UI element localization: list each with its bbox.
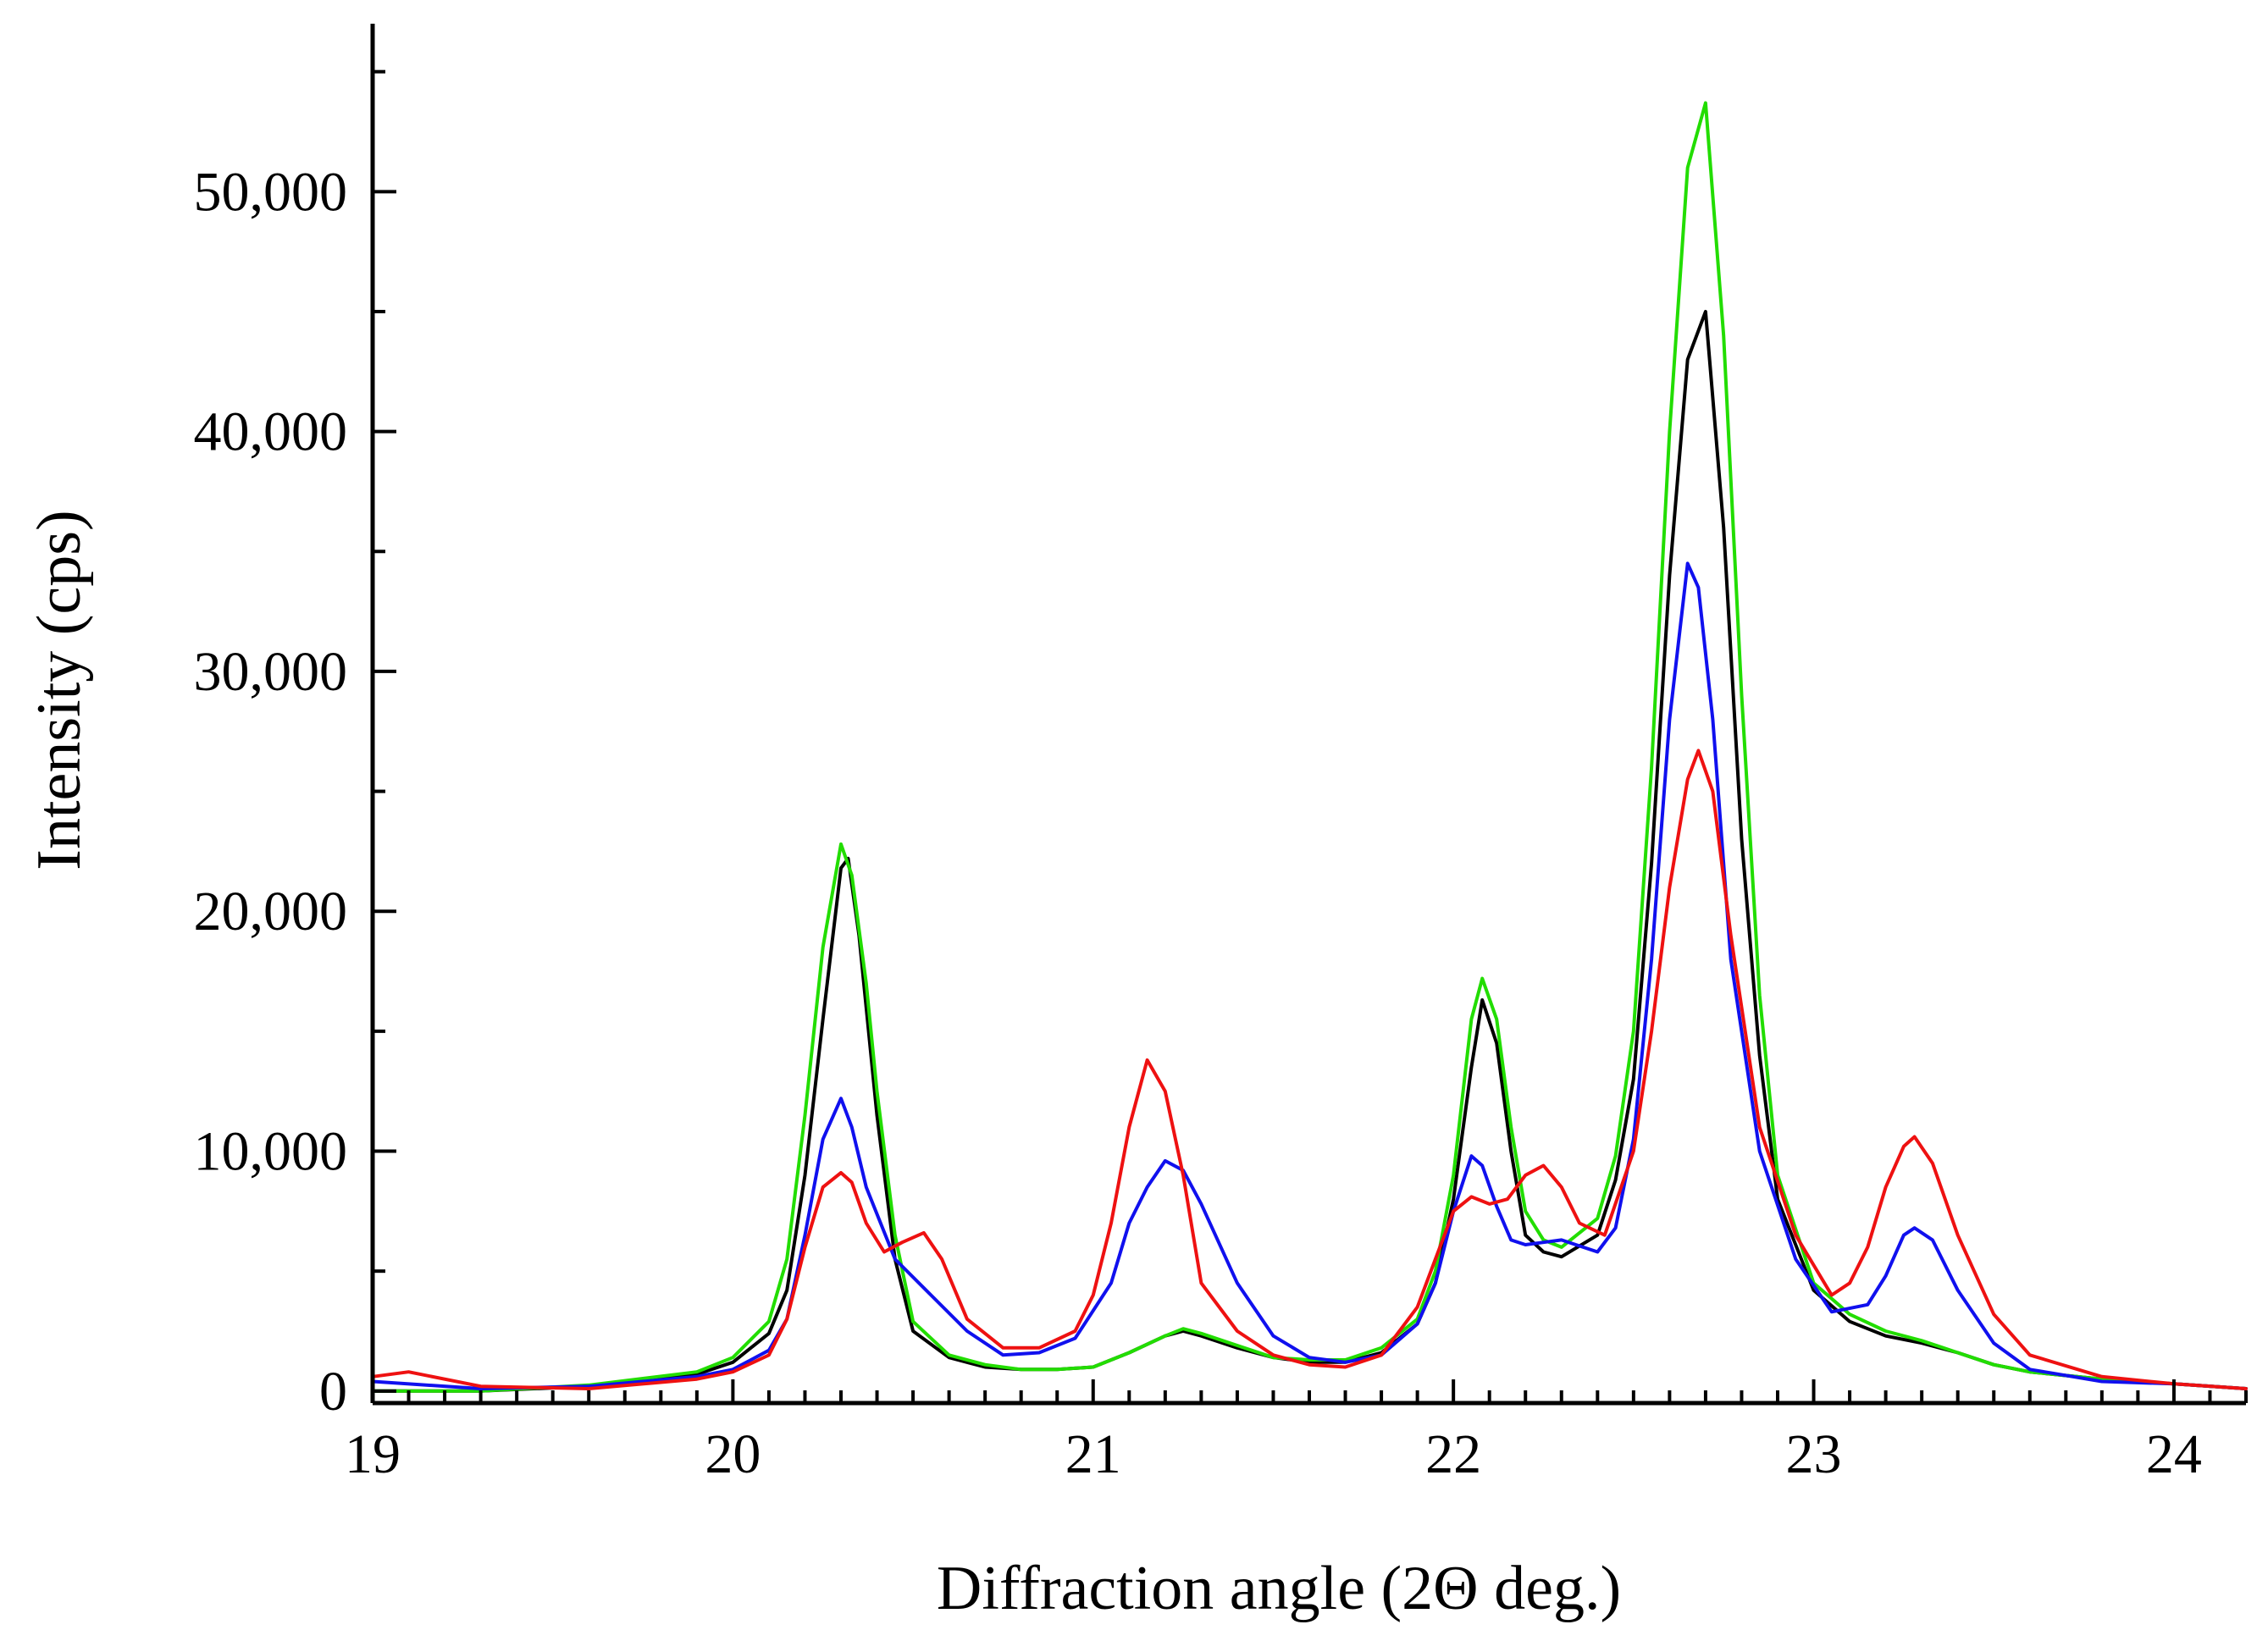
series-line-red bbox=[371, 749, 2248, 1390]
x-tick-label: 23 bbox=[1786, 1423, 1842, 1485]
y-axis-title: Intensity (cps) bbox=[25, 510, 94, 870]
x-tick-label: 22 bbox=[1425, 1423, 1481, 1485]
y-tick-label: 0 bbox=[319, 1361, 347, 1423]
x-tick-label: 19 bbox=[345, 1423, 401, 1485]
series-line-green bbox=[371, 101, 2248, 1393]
y-tick-label: 50,000 bbox=[194, 161, 348, 223]
y-tick-label: 40,000 bbox=[194, 401, 348, 463]
x-tick-label: 24 bbox=[2146, 1423, 2202, 1485]
series-layer bbox=[371, 101, 2248, 1393]
series-line-blue bbox=[371, 561, 2248, 1390]
axis-layer: 19 20 21 22 23 24 0 10,000 20,000 30,000 40,000 50,… bbox=[194, 24, 2248, 1485]
x-tick-label: 21 bbox=[1065, 1423, 1121, 1485]
x-axis-title: Diffraction angle (2Θ deg.) bbox=[937, 1554, 1621, 1623]
x-tick-label: 20 bbox=[705, 1423, 761, 1485]
y-tick-label: 10,000 bbox=[194, 1121, 348, 1183]
y-tick-label: 30,000 bbox=[194, 641, 348, 703]
y-tick-label: 20,000 bbox=[194, 881, 348, 942]
